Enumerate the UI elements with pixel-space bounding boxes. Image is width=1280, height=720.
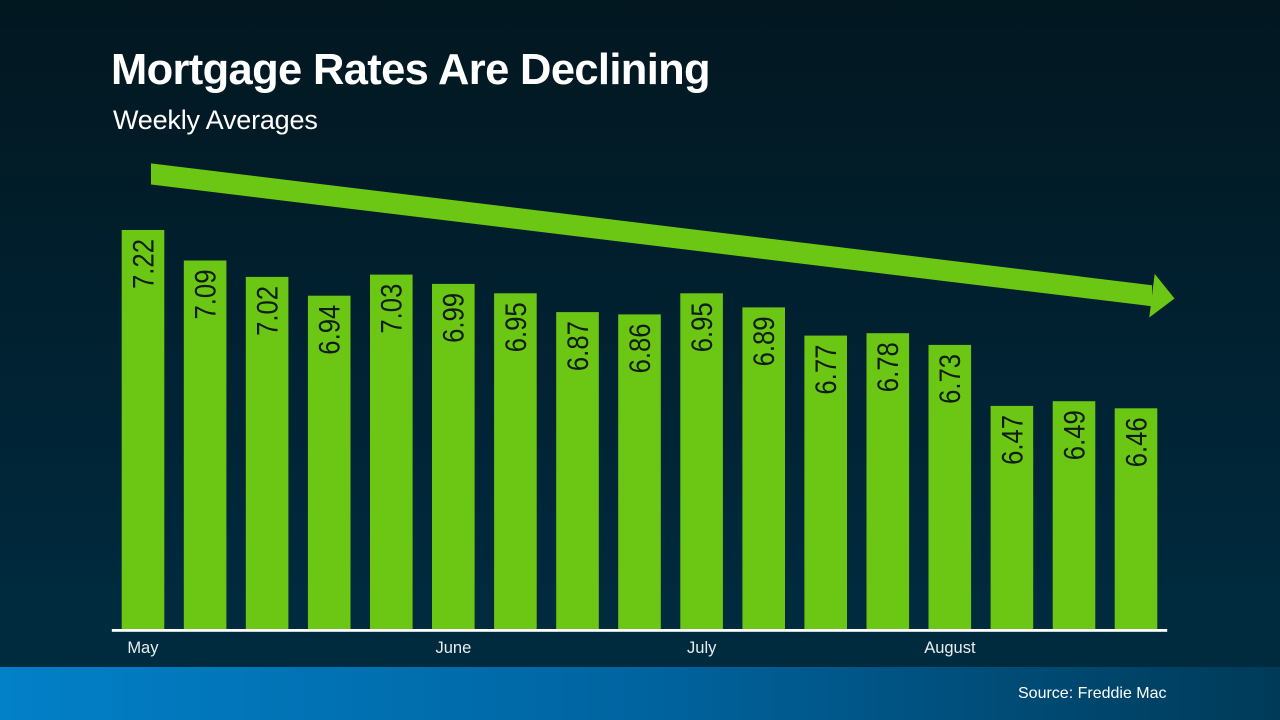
svg-text:6.73: 6.73	[934, 354, 967, 404]
svg-text:6.95: 6.95	[686, 302, 719, 352]
svg-text:6.78: 6.78	[872, 342, 905, 392]
svg-text:May: May	[127, 639, 159, 657]
svg-text:6.87: 6.87	[562, 321, 595, 371]
svg-text:6.94: 6.94	[314, 305, 347, 355]
svg-text:6.99: 6.99	[438, 293, 471, 343]
svg-text:6.46: 6.46	[1120, 417, 1153, 467]
svg-text:June: June	[436, 639, 472, 657]
svg-text:July: July	[687, 639, 717, 657]
svg-text:6.77: 6.77	[810, 345, 843, 395]
svg-text:August: August	[924, 639, 976, 657]
svg-text:6.49: 6.49	[1058, 410, 1091, 460]
svg-text:7.09: 7.09	[190, 270, 223, 320]
svg-text:6.95: 6.95	[500, 302, 533, 352]
svg-text:7.03: 7.03	[376, 284, 409, 334]
svg-text:6.86: 6.86	[624, 323, 657, 373]
svg-text:7.02: 7.02	[252, 286, 285, 336]
svg-text:7.22: 7.22	[127, 239, 160, 289]
svg-text:6.47: 6.47	[996, 415, 1029, 465]
svg-text:6.89: 6.89	[748, 316, 781, 366]
